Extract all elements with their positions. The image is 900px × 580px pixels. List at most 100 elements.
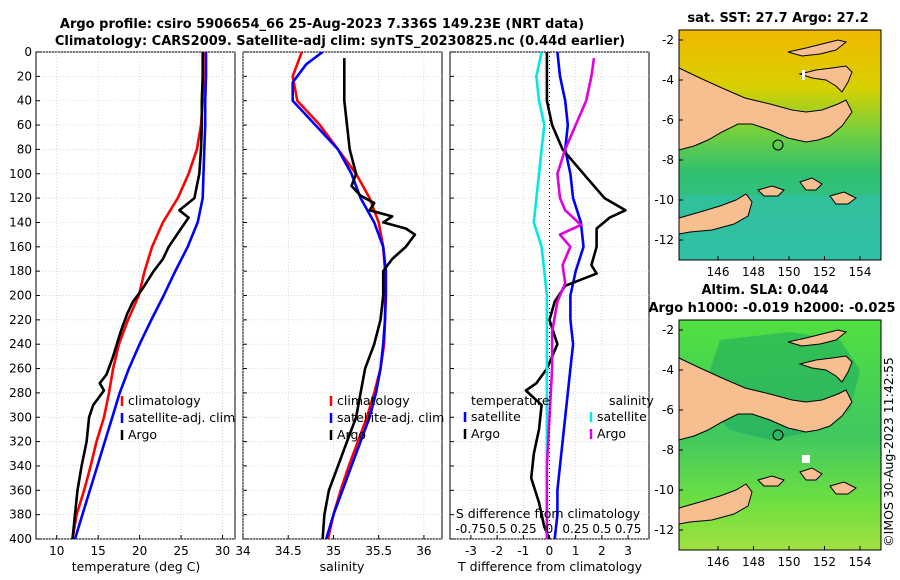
s-diff-tick-label: 0.75 <box>615 522 642 536</box>
sla-new-guinea-land <box>678 357 853 441</box>
map-lon-label: 152 <box>813 555 836 569</box>
legend-satellite-label: satellite-adj. clim <box>337 410 444 425</box>
legend-sal-argo-label: Argo <box>597 426 626 441</box>
sst-cape-york <box>678 193 753 235</box>
depth-tick-label: 200 <box>9 289 32 303</box>
depth-axis-ticks: 0 20 40 60 80 100 120 140 160 180 200 220 240 260 280 3… <box>9 45 32 546</box>
x-tick-label: 2 <box>598 544 606 558</box>
sst-map <box>678 29 882 261</box>
map-lon-label: 154 <box>849 555 872 569</box>
depth-tick-label: 220 <box>9 313 32 327</box>
sst-new-ireland <box>787 39 848 57</box>
depth-tick-label: 340 <box>9 459 32 473</box>
depth-tick-label: 0 <box>24 45 32 59</box>
series-line-argo <box>321 58 417 539</box>
sst-map-frame <box>678 29 882 261</box>
x-tick-label: 35.5 <box>365 544 392 558</box>
map-lon-label: 148 <box>742 265 765 279</box>
sla-new-ireland <box>787 329 848 347</box>
map-lat-label: -10 <box>654 483 674 497</box>
map-lat-label: -8 <box>662 153 674 167</box>
x-tick-label: 0 <box>546 544 554 558</box>
sst-island <box>757 185 785 197</box>
sla-argo-location-marker <box>772 429 784 441</box>
depth-tick-label: 180 <box>9 264 32 278</box>
map-lon-label: 146 <box>707 555 730 569</box>
sst-new-britain <box>798 65 853 93</box>
difference-xlabel: T difference from climatology <box>457 559 643 574</box>
series-line-satellite-adj-clim <box>291 52 388 539</box>
sst-argo-location-marker <box>772 139 784 151</box>
figure-title-line1: Argo profile: csiro 5906654_66 25-Aug-20… <box>60 17 584 32</box>
figure-title-line2: Climatology: CARS2009. Satellite-adj cli… <box>55 34 625 49</box>
map-lat-label: -12 <box>654 233 674 247</box>
x-tick-label: 34 <box>235 544 250 558</box>
series-line-salinity-argo <box>545 57 596 539</box>
legend-argo-label: Argo <box>337 427 366 442</box>
legend-temperature-title: temperature <box>471 393 550 408</box>
depth-tick-label: 120 <box>9 191 32 205</box>
series-line-satellite-adj-clim <box>73 52 208 539</box>
legend-climatology-label: climatology <box>337 393 410 408</box>
sst-map-title: sat. SST: 27.7 Argo: 27.2 <box>687 11 868 26</box>
map-lon-label: 148 <box>742 555 765 569</box>
x-tick-label: 15 <box>91 544 106 558</box>
depth-tick-label: 300 <box>9 410 32 424</box>
s-diff-tick-label: 0.25 <box>562 522 589 536</box>
depth-tick-label: 380 <box>9 508 32 522</box>
salinity-series <box>291 52 417 539</box>
map-lon-label: 150 <box>778 555 801 569</box>
s-difference-ticks: -0.75 0.5 0.25 0 0.25 0.5 0.75 <box>455 522 641 536</box>
depth-tick-label: 280 <box>9 386 32 400</box>
legend-satellite-label: satellite-adj. clim <box>128 410 235 425</box>
sla-map-frame <box>678 319 882 551</box>
legend-temp-satellite-label: satellite <box>471 409 521 424</box>
x-tick-label: -3 <box>465 544 477 558</box>
map-lat-label: -6 <box>662 403 674 417</box>
temperature-series <box>71 52 208 539</box>
depth-tick-label: 20 <box>17 69 32 83</box>
x-tick-label: 1 <box>572 544 580 558</box>
depth-tick-label: 160 <box>9 240 32 254</box>
s-diff-tick-label: 0.5 <box>592 522 611 536</box>
map-lon-label: 154 <box>849 265 872 279</box>
depth-tick-label: 80 <box>17 142 32 156</box>
difference-series <box>524 52 627 539</box>
s-diff-tick-label: 0 <box>546 522 554 536</box>
difference-legend: temperature salinity satellite Argo sate… <box>463 393 654 441</box>
sla-map-title-line2: Argo h1000: -0.019 h2000: -0.025 <box>648 301 895 316</box>
map-lat-label: -8 <box>662 443 674 457</box>
map-lat-label: -2 <box>662 33 674 47</box>
map-lat-label: -2 <box>662 323 674 337</box>
map-lat-label: -4 <box>662 363 674 377</box>
x-tick-label: 10 <box>49 544 64 558</box>
s-diff-tick-label: 0.25 <box>510 522 537 536</box>
x-tick-label: 35 <box>326 544 341 558</box>
map-lat-label: -6 <box>662 113 674 127</box>
temperature-legend: climatology satellite-adj. clim Argo <box>120 393 235 442</box>
legend-climatology-label: climatology <box>128 393 201 408</box>
s-diff-tick-label: 0.5 <box>488 522 507 536</box>
x-axis-ticks: 10 15 20 25 30 34 34.5 35 35.5 36 -3 -2 -1 0 1 2 3 <box>49 544 632 558</box>
x-tick-label: 3 <box>624 544 632 558</box>
legend-argo-label: Argo <box>128 427 157 442</box>
map-axis-ticks: -2 -4 -6 -8 -10 -12 146 148 150 152 154 -2 -4 -6 -8 -10… <box>654 33 871 569</box>
map-lon-label: 146 <box>707 265 730 279</box>
map-lat-label: -4 <box>662 73 674 87</box>
map-lat-label: -10 <box>654 193 674 207</box>
sla-cape-york <box>678 483 753 525</box>
x-tick-label: -2 <box>491 544 503 558</box>
grid-layer <box>36 51 649 540</box>
series-line-temperature-satellite <box>553 52 585 539</box>
legend-sal-satellite-label: satellite <box>597 409 647 424</box>
x-tick-label: -1 <box>517 544 529 558</box>
x-tick-label: 30 <box>215 544 230 558</box>
depth-tick-label: 360 <box>9 483 32 497</box>
sla-island <box>757 475 785 487</box>
depth-tick-label: 320 <box>9 435 32 449</box>
depth-tick-label: 140 <box>9 215 32 229</box>
sla-island <box>799 467 823 481</box>
sla-island <box>829 481 857 495</box>
depth-tick-label: 100 <box>9 167 32 181</box>
